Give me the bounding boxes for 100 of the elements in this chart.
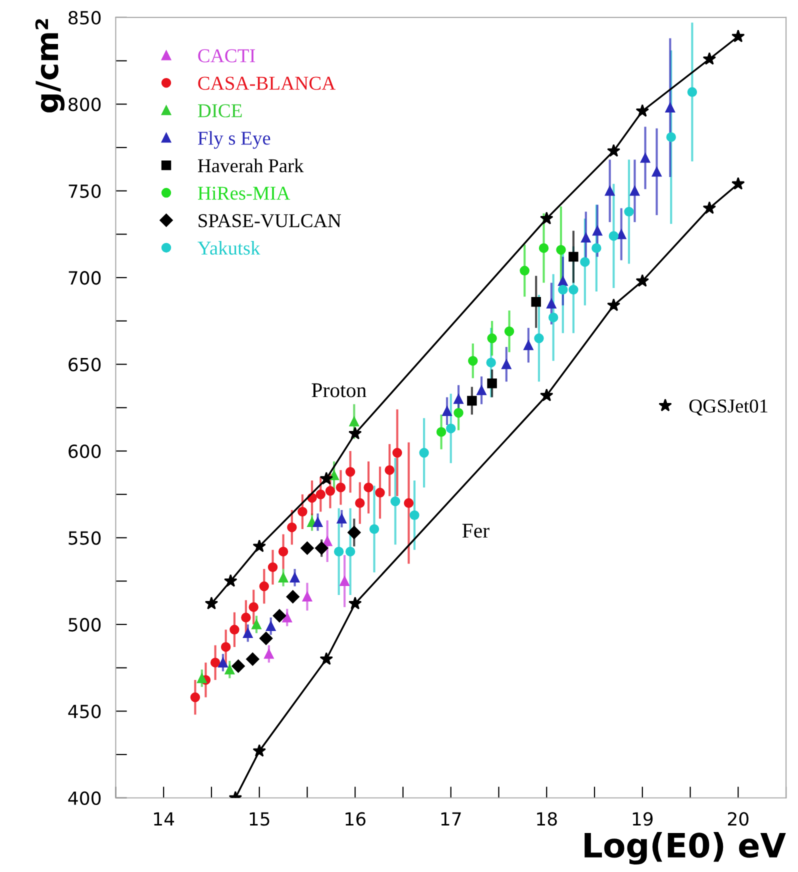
point: [349, 416, 360, 426]
point: [534, 333, 544, 344]
point: [345, 546, 356, 556]
point: [392, 448, 402, 458]
point: [348, 426, 362, 440]
x-tick-label: 17: [441, 812, 461, 826]
y-tick-label: 650: [68, 358, 101, 372]
x-tick-label: 19: [632, 812, 653, 826]
legend-label: CACTI: [198, 49, 256, 62]
x-tick-label: 14: [154, 812, 174, 826]
point: [369, 524, 380, 534]
point: [540, 388, 554, 402]
point: [246, 652, 260, 666]
y-axis-title: g/cm²: [35, 19, 65, 112]
point: [630, 186, 640, 196]
legend-label: HiRes-MIA: [198, 186, 290, 200]
point: [336, 514, 347, 524]
point: [520, 266, 530, 276]
point: [322, 536, 332, 546]
point: [624, 206, 634, 217]
point: [665, 102, 676, 112]
point: [268, 562, 278, 572]
point: [592, 226, 602, 236]
point: [264, 649, 274, 659]
point: [298, 506, 308, 517]
point: [286, 590, 300, 604]
x-tick-label: 20: [728, 812, 748, 826]
point: [636, 104, 650, 117]
point: [390, 496, 400, 506]
y-tick-label: 400: [68, 791, 101, 805]
point: [348, 596, 362, 610]
point: [278, 572, 288, 582]
legend-label: DICE: [198, 104, 242, 118]
point: [259, 581, 269, 592]
y-tick-label: 550: [68, 531, 101, 545]
point: [190, 692, 200, 702]
point: [340, 576, 350, 586]
point: [348, 526, 361, 540]
point: [320, 472, 334, 485]
point: [252, 620, 262, 630]
point: [266, 621, 276, 632]
x-tick-label: 16: [346, 812, 366, 826]
point: [325, 486, 336, 496]
annotation: Fer: [462, 524, 490, 538]
point: [287, 522, 297, 532]
point: [531, 297, 541, 307]
point: [558, 276, 568, 286]
point: [218, 658, 228, 668]
point: [580, 257, 590, 267]
point: [486, 358, 496, 368]
point: [242, 628, 253, 638]
legend-label: CASA-BLANCA: [198, 76, 336, 90]
x-axis-title: Log(E0) eV: [584, 832, 786, 865]
point: [702, 52, 716, 65]
point: [568, 284, 578, 295]
point: [248, 602, 258, 612]
point: [442, 406, 452, 416]
point: [329, 470, 339, 480]
point: [436, 427, 446, 437]
point: [252, 744, 266, 757]
point: [454, 408, 464, 418]
annotation: Proton: [312, 383, 366, 398]
point: [224, 664, 235, 674]
point: [636, 274, 650, 287]
point: [316, 490, 326, 500]
point: [410, 510, 420, 520]
point: [230, 624, 240, 635]
point: [252, 539, 266, 552]
point: [224, 574, 238, 587]
y-tick-label: 500: [68, 618, 101, 632]
point: [355, 498, 365, 508]
point: [278, 546, 288, 556]
point: [364, 482, 374, 492]
point: [476, 385, 486, 396]
y-tick-label: 850: [68, 10, 101, 25]
point: [384, 465, 394, 475]
point: [446, 424, 456, 434]
point: [210, 658, 220, 668]
point: [290, 572, 300, 582]
point: [592, 243, 602, 253]
point: [568, 252, 578, 262]
legend-label: SPASE-VULCAN: [198, 214, 342, 228]
x-tick-label: 18: [537, 812, 557, 826]
y-tick-label: 700: [68, 271, 101, 285]
point: [345, 466, 356, 477]
point: [272, 609, 286, 622]
point: [604, 186, 615, 196]
point: [702, 201, 716, 214]
point: [336, 482, 346, 492]
point: [558, 284, 568, 295]
point: [556, 244, 566, 255]
legend-label: Fly s Eye: [198, 131, 270, 149]
point: [468, 356, 478, 366]
point: [504, 326, 514, 336]
point: [302, 592, 312, 602]
y-tick-label: 600: [68, 444, 101, 458]
point: [220, 642, 231, 652]
point: [524, 340, 534, 350]
x-tick-label: 15: [250, 812, 270, 826]
point: [652, 166, 662, 177]
